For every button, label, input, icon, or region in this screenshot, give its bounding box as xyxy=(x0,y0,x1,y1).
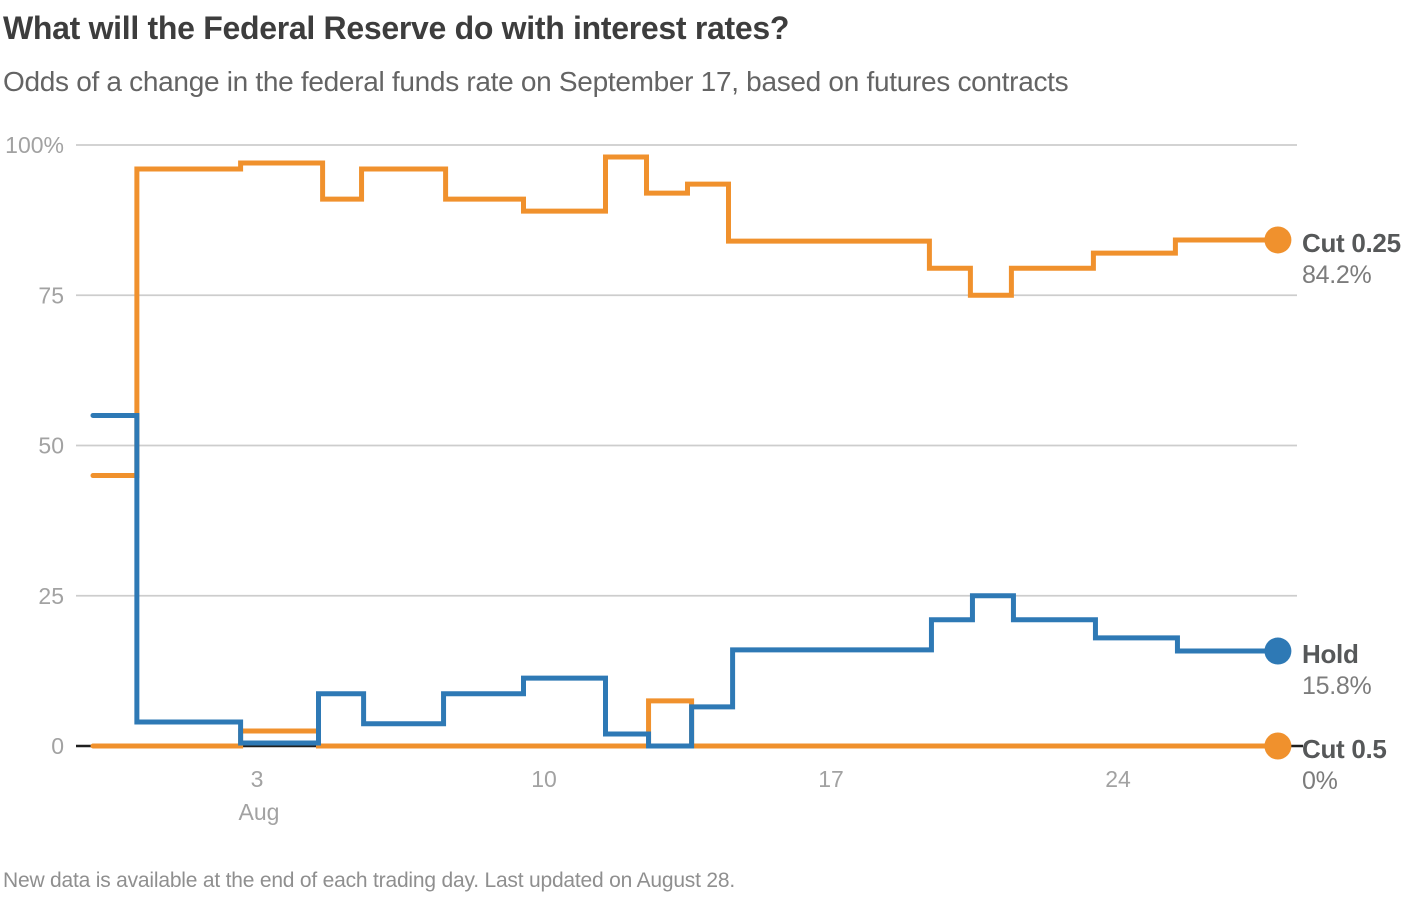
series-end-dot-cut-0-25 xyxy=(1264,226,1292,254)
series-end-dot-hold xyxy=(1264,637,1292,665)
x-tick-month-label: Aug xyxy=(239,799,280,825)
series-line-cut-0-5 xyxy=(90,698,1281,749)
series-value-hold: 15.8% xyxy=(1302,671,1372,700)
x-tick-label: 10 xyxy=(531,766,557,792)
x-tick-label: 24 xyxy=(1105,766,1131,792)
y-tick-label: 100% xyxy=(5,132,64,158)
series-end-label-hold: Hold 15.8% xyxy=(1302,638,1420,702)
series-end-label-cut-05: Cut 0.5 0% xyxy=(1302,733,1420,797)
series-value-cut-025: 84.2% xyxy=(1302,260,1372,289)
y-tick-label: 75 xyxy=(38,282,64,308)
page-title: What will the Federal Reserve do with in… xyxy=(3,10,790,46)
y-tick-label: 25 xyxy=(38,583,64,609)
series-end-label-cut-025: Cut 0.25 84.2% xyxy=(1302,227,1420,291)
y-tick-label: 50 xyxy=(38,433,64,459)
series-value-cut-05: 0% xyxy=(1302,766,1338,795)
chart-subtitle: Odds of a change in the federal funds ra… xyxy=(3,66,1069,97)
series-name-hold: Hold xyxy=(1302,639,1359,669)
x-tick-label: 3 xyxy=(251,766,264,792)
x-tick-label: 17 xyxy=(818,766,844,792)
series-name-cut-025: Cut 0.25 xyxy=(1302,228,1401,258)
series-line-cut-0-25 xyxy=(90,154,1281,479)
data-update-note: New data is available at the end of each… xyxy=(3,869,735,892)
series-line-hold xyxy=(90,412,1281,749)
series-end-dot-cut-0-5 xyxy=(1264,732,1292,760)
series-name-cut-05: Cut 0.5 xyxy=(1302,734,1387,764)
y-tick-label: 0 xyxy=(51,733,64,759)
